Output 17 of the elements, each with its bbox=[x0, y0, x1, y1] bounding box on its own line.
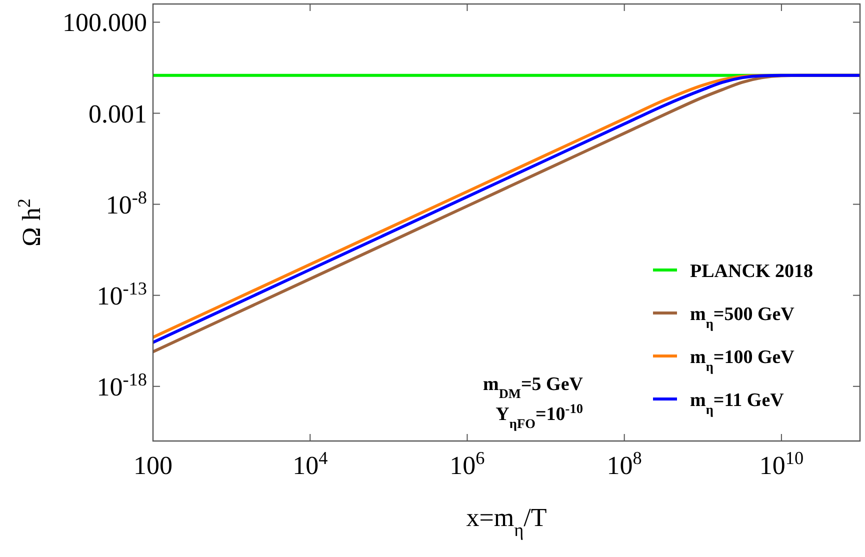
x-axis-title: x=m$_{η}$/T bbox=[466, 503, 547, 540]
legend-label: m$_{η}$=500 GeV bbox=[690, 304, 795, 330]
x-tick-label: 100 bbox=[134, 451, 172, 480]
y-tick-label: 10$^{-18}$ bbox=[96, 369, 147, 402]
annotation: m$_{DM}$=5 GeV bbox=[483, 374, 584, 400]
x-tick-label: 10$^{4}$ bbox=[292, 448, 328, 480]
x-tick-label: 10$^{8}$ bbox=[606, 448, 642, 480]
x-tick-label: 10$^{6}$ bbox=[450, 448, 485, 480]
x-tick-label: 10$^{10}$ bbox=[759, 448, 804, 480]
annotation: Y$_{ηFO}$=10$^{-10}$ bbox=[496, 400, 584, 430]
legend-label: m$_{η}$=11 GeV bbox=[690, 390, 784, 416]
y-tick-label: 10$^{-13}$ bbox=[96, 278, 147, 310]
y-tick-label: 100.000 bbox=[62, 8, 147, 38]
legend-label: m$_{η}$=100 GeV bbox=[690, 347, 795, 374]
y-tick-label: 10$^{-8}$ bbox=[106, 187, 147, 220]
y-tick-label: 0.001 bbox=[88, 99, 147, 128]
legend-label: PLANCK 2018 bbox=[690, 261, 813, 282]
